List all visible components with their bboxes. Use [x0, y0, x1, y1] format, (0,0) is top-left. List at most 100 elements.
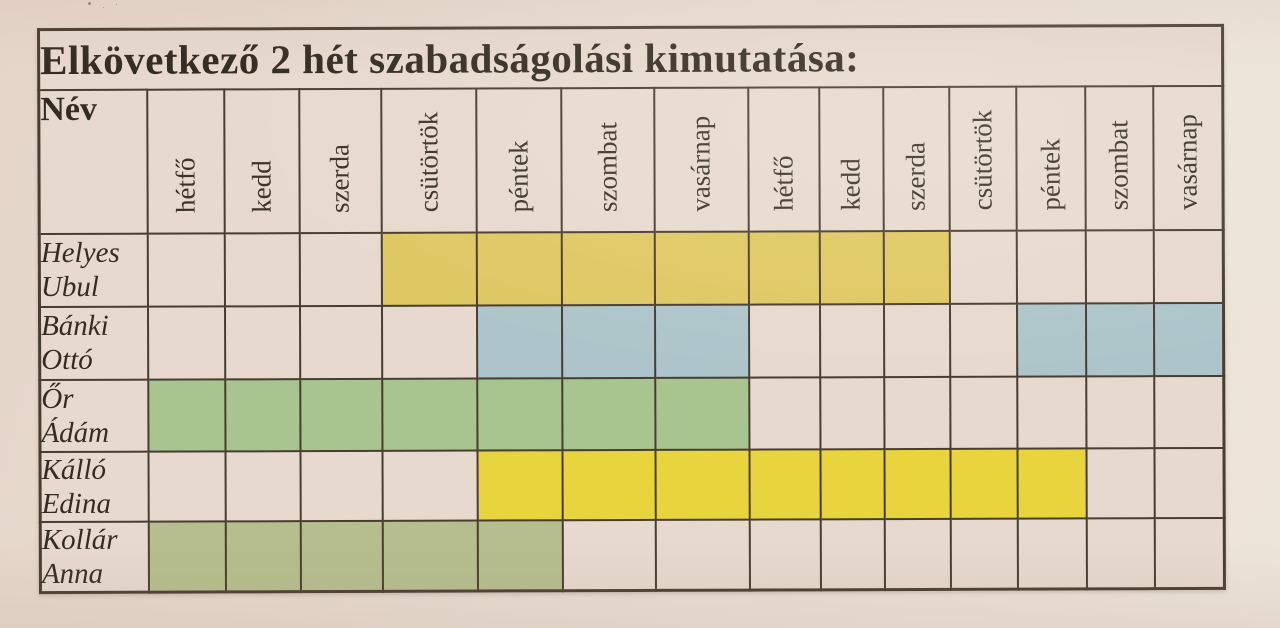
empty-day-cell	[1016, 375, 1086, 449]
day-header-label: vasárnap	[685, 115, 716, 212]
day-header-label: hétfő	[767, 155, 799, 212]
empty-day-cell	[381, 450, 478, 521]
day-header-cell: kedd	[818, 86, 884, 231]
empty-day-cell	[299, 232, 382, 306]
day-header-cell: szerda	[882, 86, 950, 231]
day-header-cell: vasárnap	[653, 87, 749, 232]
employee-name-line: Ubul	[40, 270, 99, 304]
vacation-day-cell	[225, 520, 301, 592]
vacation-day-cell	[476, 377, 562, 451]
vacation-day-cell	[561, 377, 655, 450]
day-header-cell: hétfő	[747, 86, 820, 232]
empty-day-cell	[950, 518, 1018, 589]
empty-day-cell	[749, 518, 821, 590]
empty-day-cell	[748, 303, 820, 378]
vacation-day-cell	[1153, 302, 1224, 376]
empty-day-cell	[883, 303, 950, 377]
vacation-day-cell	[654, 304, 749, 378]
empty-day-cell	[1085, 447, 1155, 518]
employee-name-line: Helyes	[40, 236, 120, 270]
vacation-day-cell	[819, 230, 884, 304]
day-header-label: szombat	[591, 121, 623, 212]
empty-day-cell	[381, 305, 477, 379]
day-header-cell: péntek	[1015, 85, 1086, 231]
day-header-label: csütörtök	[966, 109, 998, 211]
empty-day-cell	[748, 376, 820, 450]
employee-name-cell: Helyes Ubul	[39, 233, 148, 307]
empty-day-cell	[1085, 229, 1154, 303]
vacation-day-cell	[381, 232, 477, 306]
vacation-day-cell	[147, 378, 225, 452]
employee-name-cell: Bánki Ottó	[39, 306, 148, 380]
table-row: Kollár Anna	[40, 517, 1225, 593]
vacation-day-cell	[476, 231, 562, 306]
empty-day-cell	[224, 305, 300, 379]
vacation-day-cell	[476, 304, 562, 379]
day-header-label: péntek	[502, 139, 534, 212]
vacation-day-cell	[224, 378, 300, 451]
vacation-day-cell	[476, 449, 563, 521]
empty-day-cell	[1017, 517, 1087, 589]
employee-name-line: Anna	[41, 557, 104, 590]
empty-day-cell	[147, 305, 225, 380]
empty-day-cell	[1153, 447, 1225, 518]
vacation-schedule-table: Elkövetkező 2 hét szabadságolási kimutat…	[37, 23, 1227, 594]
table-row: Bánki Ottó	[39, 302, 1224, 380]
day-header-cell: kedd	[223, 88, 300, 233]
empty-day-cell	[224, 232, 300, 306]
empty-day-cell	[1153, 229, 1224, 303]
employee-name-line: Őr	[41, 382, 74, 415]
vacation-day-cell	[1085, 302, 1154, 376]
empty-day-cell	[1153, 375, 1225, 448]
empty-day-cell	[224, 450, 301, 521]
vacation-day-cell	[148, 520, 226, 592]
empty-day-cell	[819, 376, 884, 449]
vacation-day-cell	[561, 449, 656, 520]
day-header-cell: szombat	[560, 87, 655, 232]
employee-name-line: Ádám	[41, 416, 110, 449]
vacation-day-cell	[748, 230, 820, 305]
day-header-label: csütörtök	[412, 111, 444, 213]
employee-name-line: Bánki	[41, 309, 109, 343]
day-header-label: szerda	[900, 141, 931, 211]
vacation-day-cell	[883, 448, 951, 519]
vacation-day-cell	[382, 520, 478, 591]
employee-name-line: Ottó	[41, 343, 93, 377]
vacation-day-cell	[883, 230, 950, 304]
vacation-day-cell	[748, 448, 821, 520]
empty-day-cell	[147, 450, 226, 522]
empty-day-cell	[819, 303, 884, 377]
day-header-cell: szombat	[1084, 85, 1154, 230]
empty-day-cell	[884, 518, 951, 590]
day-header-cell: szerda	[298, 88, 382, 233]
table-row: Őr Ádám	[39, 375, 1225, 452]
day-header-cell: vasárnap	[1152, 85, 1224, 230]
empty-day-cell	[1154, 517, 1225, 589]
day-header-label: szerda	[324, 143, 355, 213]
header-row: Név hétfő kedd szerda csütörtök péntek szomba…	[38, 85, 1224, 234]
day-header-label: hétfő	[169, 157, 201, 214]
vacation-day-cell	[561, 231, 655, 305]
day-header-cell: péntek	[475, 87, 562, 233]
employee-name-line: Kálló	[41, 453, 107, 486]
vacation-day-cell	[1016, 447, 1087, 519]
empty-day-cell	[299, 305, 382, 379]
empty-day-cell	[1086, 517, 1155, 589]
empty-day-cell	[655, 519, 750, 590]
employee-name-cell: Őr Ádám	[39, 379, 148, 452]
vacation-day-cell	[561, 304, 655, 378]
vacation-day-cell	[300, 520, 383, 592]
table-row: Helyes Ubul	[39, 229, 1224, 307]
vacation-day-cell	[299, 378, 382, 451]
day-header-label: kedd	[835, 158, 866, 211]
table-title: Elkövetkező 2 hét szabadságolási kimutat…	[38, 25, 1223, 90]
employee-name-cell: Kálló Edina	[39, 451, 149, 522]
day-header-label: kedd	[245, 160, 277, 213]
day-header-label: szombat	[1103, 119, 1134, 210]
title-row: Elkövetkező 2 hét szabadságolási kimutat…	[38, 25, 1223, 90]
empty-day-cell	[1016, 229, 1086, 304]
empty-day-cell	[949, 376, 1017, 449]
empty-day-cell	[820, 518, 885, 590]
vacation-table-wrap: Elkövetkező 2 hét szabadságolási kimutat…	[37, 23, 1227, 594]
